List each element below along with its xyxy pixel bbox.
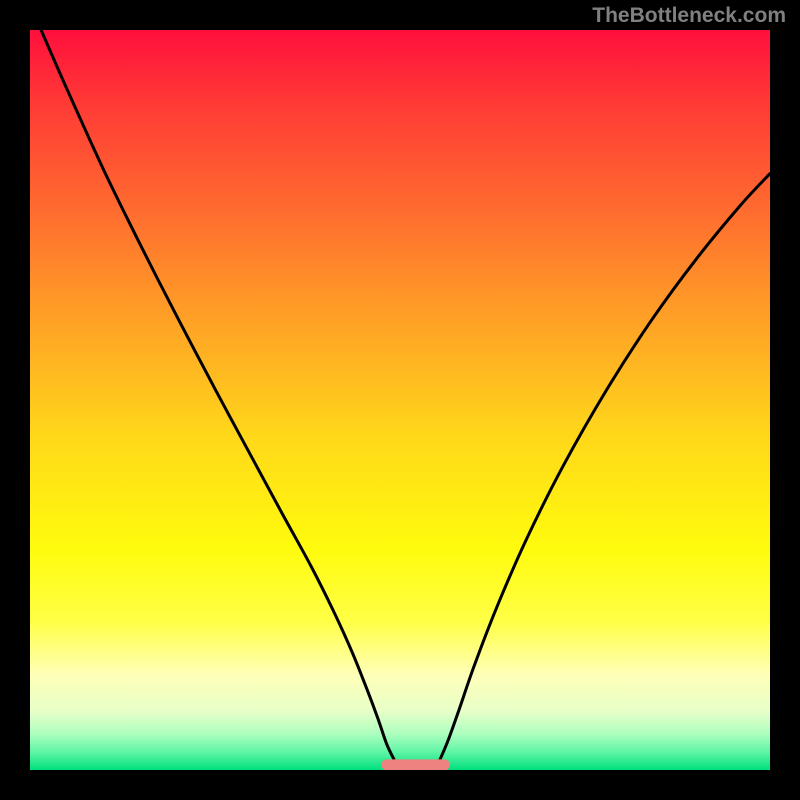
- curve-layer: [30, 30, 770, 770]
- curve-left-branch: [41, 30, 394, 760]
- figure-container: TheBottleneck.com: [0, 0, 800, 800]
- curve-right-branch: [440, 174, 770, 760]
- plot-area: [30, 30, 770, 770]
- watermark-text: TheBottleneck.com: [592, 4, 786, 28]
